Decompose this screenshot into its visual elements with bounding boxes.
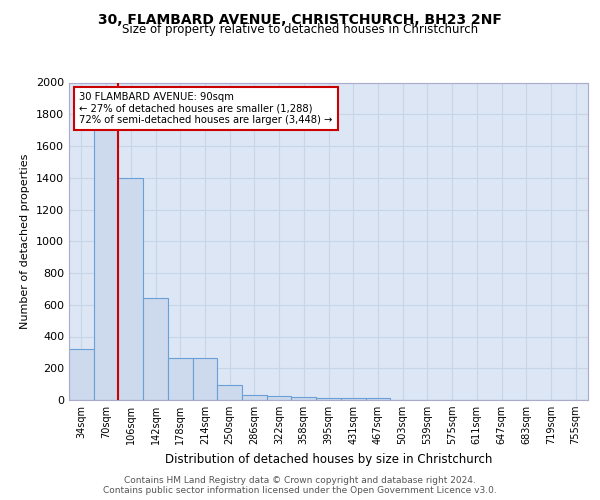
Text: 30, FLAMBARD AVENUE, CHRISTCHURCH, BH23 2NF: 30, FLAMBARD AVENUE, CHRISTCHURCH, BH23 …	[98, 12, 502, 26]
Bar	[193, 358, 217, 400]
Bar	[316, 398, 341, 400]
Bar	[341, 398, 365, 400]
Bar	[365, 398, 390, 400]
Text: Contains public sector information licensed under the Open Government Licence v3: Contains public sector information licen…	[103, 486, 497, 495]
Bar	[242, 395, 267, 400]
X-axis label: Distribution of detached houses by size in Christchurch: Distribution of detached houses by size …	[165, 452, 492, 466]
Bar	[217, 385, 242, 400]
Y-axis label: Number of detached properties: Number of detached properties	[20, 154, 31, 329]
Text: Contains HM Land Registry data © Crown copyright and database right 2024.: Contains HM Land Registry data © Crown c…	[124, 476, 476, 485]
Text: 30 FLAMBARD AVENUE: 90sqm
← 27% of detached houses are smaller (1,288)
72% of se: 30 FLAMBARD AVENUE: 90sqm ← 27% of detac…	[79, 92, 333, 125]
Bar	[267, 396, 292, 400]
Bar	[168, 358, 193, 400]
Bar	[143, 298, 168, 400]
Text: Size of property relative to detached houses in Christchurch: Size of property relative to detached ho…	[122, 23, 478, 36]
Bar	[94, 90, 118, 400]
Bar	[69, 349, 94, 400]
Bar	[292, 397, 316, 400]
Bar	[118, 178, 143, 400]
